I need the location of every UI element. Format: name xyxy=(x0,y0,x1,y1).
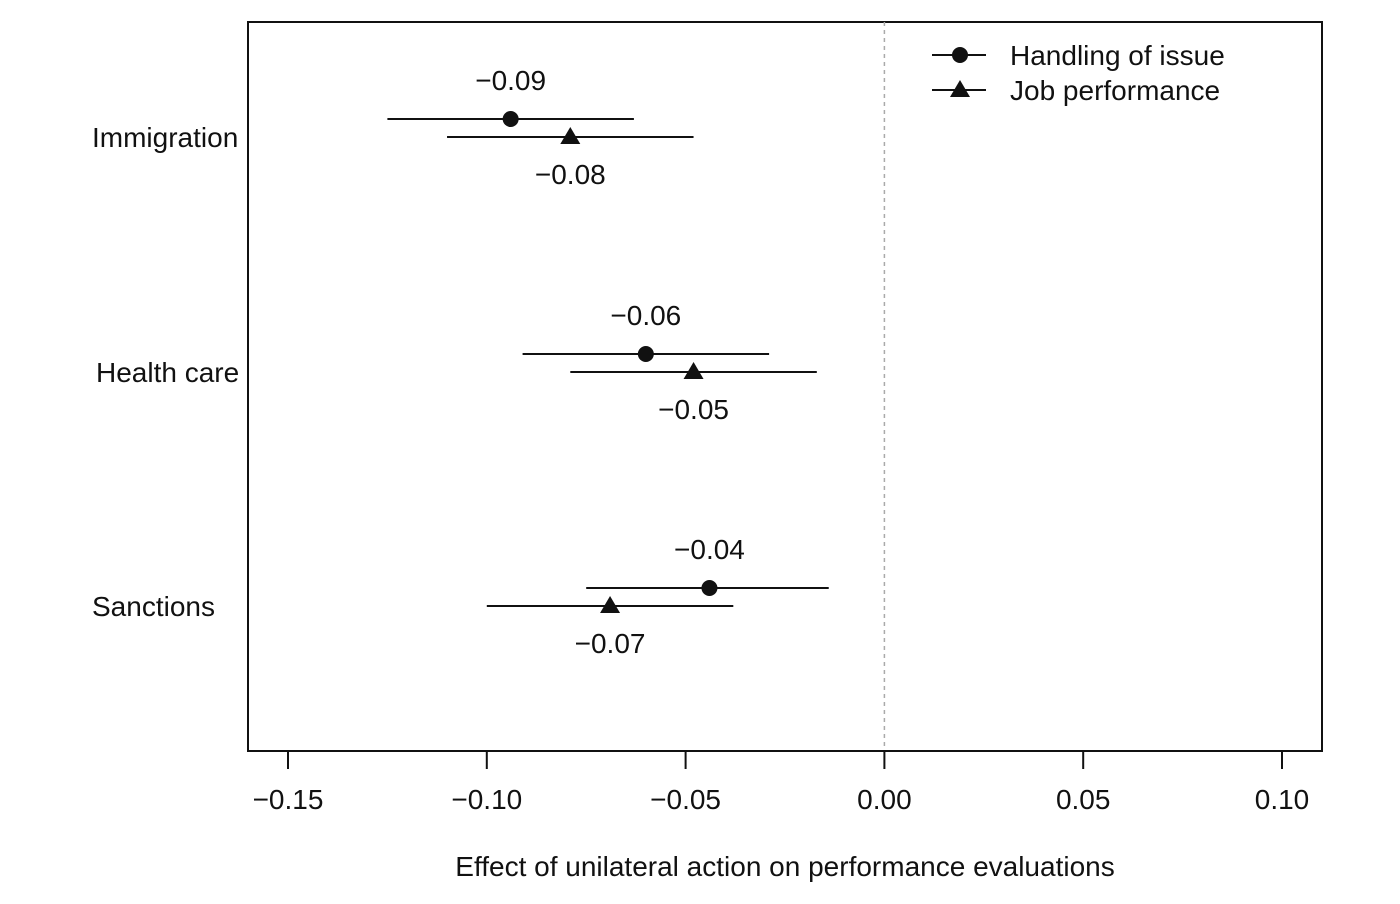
value-label: −0.04 xyxy=(674,534,745,565)
value-label: −0.08 xyxy=(535,159,606,190)
x-tick-label: −0.15 xyxy=(253,784,324,815)
x-tick-label: 0.05 xyxy=(1056,784,1111,815)
value-label: −0.09 xyxy=(475,65,546,96)
x-axis-title: Effect of unilateral action on performan… xyxy=(455,851,1114,882)
point-marker-circle xyxy=(701,580,718,596)
point-marker-circle xyxy=(637,346,654,362)
legend-label: Handling of issue xyxy=(1010,40,1225,71)
point-marker-triangle xyxy=(683,362,704,379)
x-tick-label: 0.10 xyxy=(1255,784,1310,815)
category-label: Sanctions xyxy=(92,591,215,622)
category-label: Health care xyxy=(96,357,239,388)
x-tick-label: 0.00 xyxy=(857,784,912,815)
value-label: −0.07 xyxy=(575,628,646,659)
value-label: −0.05 xyxy=(658,394,729,425)
legend-label: Job performance xyxy=(1010,75,1220,106)
point-marker-circle xyxy=(502,111,519,127)
category-label: Immigration xyxy=(92,122,238,153)
point-marker-triangle xyxy=(600,596,621,613)
x-tick-label: −0.10 xyxy=(451,784,522,815)
point-marker-triangle xyxy=(560,127,581,144)
value-label: −0.06 xyxy=(610,300,681,331)
plot-layer: −0.15 −0.10 −0.05 0.00 0.05 0.10 Immigration He… xyxy=(92,21,1323,815)
plot-frame xyxy=(247,21,1323,752)
legend-marker-circle xyxy=(952,47,968,63)
legend-marker-triangle xyxy=(950,80,970,97)
x-tick-label: −0.05 xyxy=(650,784,721,815)
